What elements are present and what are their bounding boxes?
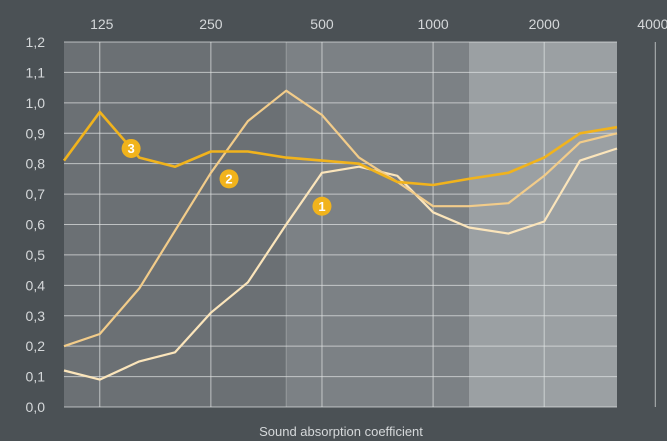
- marker-label: 1: [318, 199, 325, 214]
- series-line-2: [63, 89, 618, 348]
- y-tick-label: 0,9: [26, 125, 46, 141]
- marker-circle: [219, 169, 239, 189]
- y-tick-label: 0,4: [26, 277, 46, 293]
- grid-lines: [64, 41, 656, 408]
- y-tick-label: 0,0: [26, 399, 46, 415]
- y-tick-label: 1,1: [26, 64, 46, 80]
- series-markers: 1 2 3: [121, 138, 332, 216]
- x-tick-label: 250: [199, 16, 223, 32]
- marker-label: 3: [127, 141, 134, 156]
- marker-label: 2: [225, 171, 232, 186]
- series-line-3: [62, 110, 618, 187]
- y-tick-label: 0,8: [26, 156, 46, 172]
- y-tick-label: 0,2: [26, 338, 46, 354]
- y-tick-label: 1,2: [26, 34, 46, 50]
- series-marker-3: 3: [121, 138, 141, 158]
- series-lines: [62, 89, 618, 381]
- x-tick-label: 125: [90, 16, 114, 32]
- series-marker-2: 2: [219, 169, 239, 189]
- x-tick-label: 2000: [529, 16, 560, 32]
- y-tick-label: 1,0: [26, 95, 46, 111]
- series-marker-1: 1: [312, 196, 332, 216]
- y-tick-label: 0,1: [26, 369, 46, 385]
- x-axis-label: Sound absorption coefficient: [259, 424, 423, 439]
- x-axis-tick-labels: 125 250 500 1000 2000 4000 Hz: [90, 16, 667, 32]
- y-axis-tick-labels: 0,0 0,1 0,2 0,3 0,4 0,5 0,6 0,7 0,8 0,9 1,0 1,1 1,2: [26, 34, 46, 415]
- marker-circle: [121, 138, 141, 158]
- x-tick-label: 500: [310, 16, 334, 32]
- x-tick-label: 1000: [418, 16, 449, 32]
- y-tick-label: 0,6: [26, 217, 46, 233]
- y-tick-label: 0,3: [26, 308, 46, 324]
- series-line-1: [63, 147, 618, 381]
- y-tick-label: 0,7: [26, 186, 46, 202]
- x-tick-label: 4000 Hz: [637, 16, 667, 32]
- marker-circle: [312, 196, 332, 216]
- y-tick-label: 0,5: [26, 247, 46, 263]
